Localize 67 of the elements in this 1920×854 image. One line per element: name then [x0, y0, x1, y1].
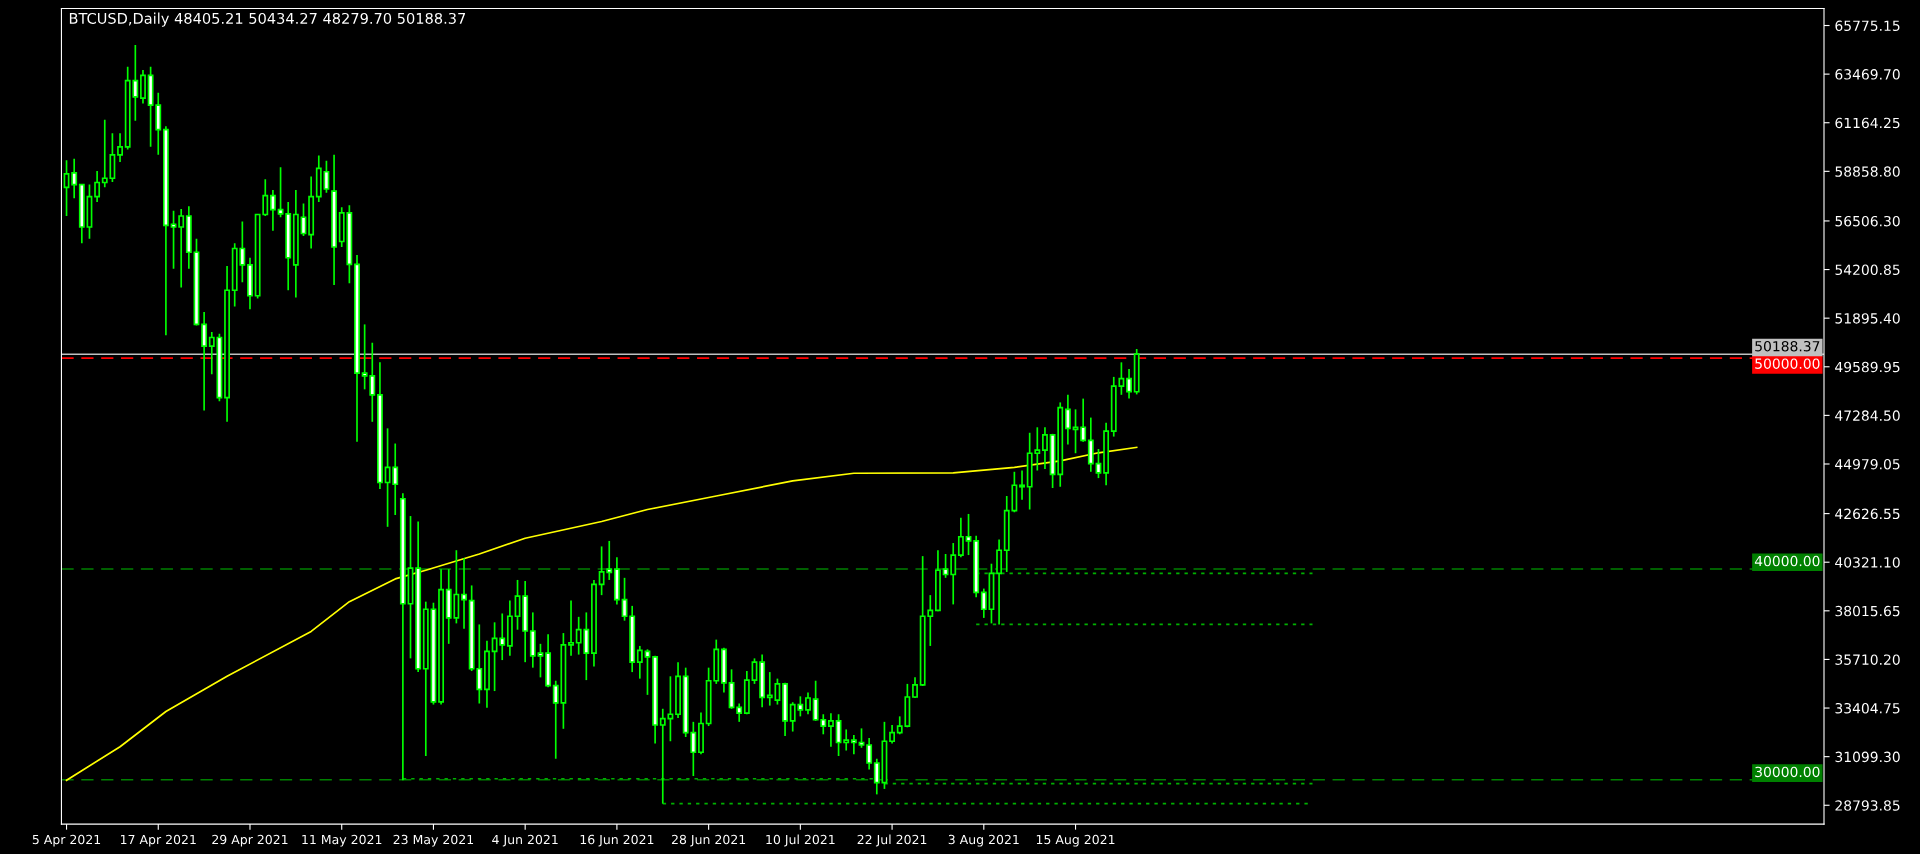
x-tick-label: 10 Jul 2021 — [766, 834, 835, 847]
x-tick-label: 5 Apr 2021 — [32, 834, 101, 847]
candlestick — [1042, 426, 1048, 470]
x-tick-label: 17 Apr 2021 — [120, 834, 196, 847]
x-tick-label: 15 Aug 2021 — [1036, 834, 1115, 847]
candlestick — [957, 516, 964, 559]
y-tick-label: 28793.85 — [1835, 800, 1900, 811]
y-tick-label: 33404.75 — [1835, 703, 1900, 714]
x-tick-label: 22 Jul 2021 — [857, 834, 927, 847]
candlestick — [537, 642, 544, 679]
candlestick — [201, 311, 208, 412]
candlestick — [94, 170, 101, 203]
candlestick — [568, 599, 574, 657]
x-tick-label: 28 Jun 2021 — [671, 834, 746, 847]
candlestick — [1087, 416, 1094, 473]
candlestick — [636, 645, 643, 680]
y-tick-label: 61164.25 — [1835, 117, 1900, 129]
ref-line-label: 50000.00 — [1755, 358, 1820, 369]
candlestick — [850, 734, 857, 756]
candlestick — [71, 157, 78, 200]
candlestick — [805, 691, 811, 716]
y-tick-label: 47284.50 — [1835, 410, 1900, 421]
candlestick — [170, 209, 177, 270]
candlestick — [1072, 408, 1079, 455]
candlestick — [965, 513, 972, 556]
y-tick-label: 63469.70 — [1835, 69, 1900, 80]
candlestick — [1019, 469, 1025, 501]
x-tick-label: 3 Aug 2021 — [948, 834, 1019, 847]
y-tick-label: 35710.20 — [1835, 654, 1900, 665]
candlestick — [140, 69, 146, 105]
y-tick-label: 49589.95 — [1835, 361, 1900, 373]
chart-title: BTCUSD,Daily 48405.21 50434.27 48279.70 50188.37 — [69, 12, 466, 27]
y-tick-label: 40321.10 — [1835, 557, 1900, 568]
ref-line-label: 50188.37 — [1755, 340, 1820, 352]
candlestick — [461, 557, 467, 630]
y-tick-label: 42626.55 — [1835, 508, 1900, 520]
candlestick — [736, 702, 743, 723]
candlestick — [1095, 448, 1102, 479]
candlestick — [117, 132, 123, 163]
y-tick-label: 54200.85 — [1835, 264, 1900, 276]
x-tick-label: 29 Apr 2021 — [212, 834, 288, 847]
candlestick — [827, 712, 834, 748]
candlestick — [996, 538, 1003, 626]
candlestick — [269, 189, 276, 232]
y-tick-label: 31099.30 — [1835, 751, 1900, 763]
y-tick-label: 51895.40 — [1835, 313, 1900, 324]
candlestick — [980, 587, 987, 619]
x-tick-label: 11 May 2021 — [302, 834, 382, 847]
candlestick — [889, 724, 896, 745]
x-tick-label: 4 Jun 2021 — [492, 834, 558, 847]
y-tick-label: 58858.80 — [1835, 166, 1900, 177]
x-tick-label: 23 May 2021 — [393, 834, 474, 847]
y-tick-label: 44979.05 — [1835, 458, 1900, 470]
candlestick — [644, 648, 651, 696]
x-tick-label: 16 Jun 2021 — [580, 834, 654, 847]
candlestick — [1126, 368, 1132, 400]
ref-line-label: 30000.00 — [1755, 766, 1820, 778]
candlestick — [178, 208, 185, 289]
candlestick — [1064, 393, 1071, 446]
ref-line-label: 40000.00 — [1754, 555, 1820, 567]
y-tick-label: 38015.65 — [1835, 605, 1900, 617]
y-tick-label: 56506.30 — [1835, 215, 1900, 227]
y-tick-label: 65775.15 — [1835, 20, 1900, 31]
candlestick — [858, 727, 865, 749]
candlestick — [866, 737, 873, 771]
line-series — [65, 446, 1138, 782]
candlestick — [1080, 397, 1087, 443]
